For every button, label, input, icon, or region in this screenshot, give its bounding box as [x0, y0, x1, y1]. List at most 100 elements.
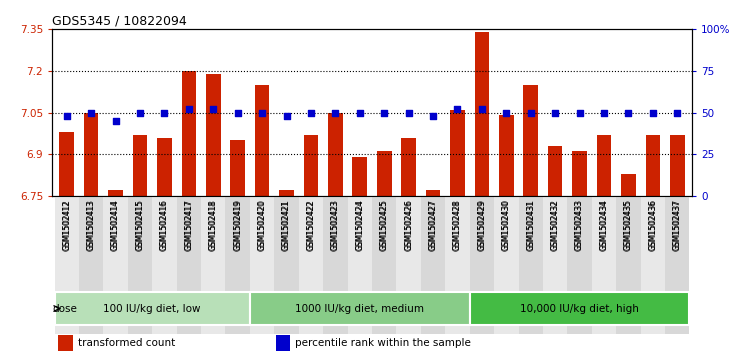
Text: GSM1502416: GSM1502416: [160, 200, 169, 251]
Point: [256, 110, 268, 115]
Bar: [347, 196, 372, 334]
Bar: [519, 196, 543, 334]
Point: [647, 110, 658, 115]
Bar: [499, 115, 513, 196]
Bar: [304, 135, 318, 196]
Bar: [206, 74, 220, 196]
Point: [183, 106, 195, 112]
Point: [61, 113, 73, 119]
Bar: [665, 196, 690, 334]
Bar: [182, 71, 196, 196]
Text: GSM1502434: GSM1502434: [600, 199, 609, 250]
Point: [86, 110, 97, 115]
Bar: [279, 191, 294, 196]
Point: [109, 118, 121, 124]
Bar: [543, 196, 568, 334]
Text: percentile rank within the sample: percentile rank within the sample: [295, 338, 471, 348]
Bar: [157, 138, 172, 196]
Text: GSM1502424: GSM1502424: [356, 200, 365, 251]
Text: GSM1502426: GSM1502426: [404, 199, 413, 250]
Text: GSM1502423: GSM1502423: [331, 200, 340, 251]
Bar: [401, 138, 416, 196]
Text: GSM1502425: GSM1502425: [379, 200, 388, 251]
Point: [598, 110, 610, 115]
Text: GSM1502414: GSM1502414: [111, 199, 120, 250]
Bar: [132, 135, 147, 196]
Point: [208, 106, 219, 112]
Text: GSM1502434: GSM1502434: [600, 200, 609, 251]
Text: GSM1502414: GSM1502414: [111, 200, 120, 251]
Text: GSM1502422: GSM1502422: [307, 200, 315, 251]
Text: GSM1502431: GSM1502431: [526, 199, 535, 250]
Text: GSM1502429: GSM1502429: [478, 200, 487, 251]
Text: GSM1502430: GSM1502430: [501, 200, 511, 251]
Text: 1000 IU/kg diet, medium: 1000 IU/kg diet, medium: [295, 303, 424, 314]
Bar: [250, 196, 275, 334]
Bar: [641, 196, 665, 334]
Text: GSM1502437: GSM1502437: [673, 199, 682, 250]
Bar: [445, 196, 469, 334]
Bar: [103, 196, 128, 334]
Bar: [153, 196, 176, 334]
Bar: [84, 113, 98, 196]
Bar: [299, 196, 323, 334]
Bar: [591, 196, 616, 334]
Bar: [328, 113, 343, 196]
Bar: [426, 191, 440, 196]
Text: GSM1502416: GSM1502416: [160, 199, 169, 250]
Bar: [176, 196, 201, 334]
Bar: [60, 132, 74, 196]
Text: GSM1502426: GSM1502426: [404, 200, 413, 251]
Point: [354, 110, 366, 115]
Point: [452, 106, 464, 112]
Bar: [231, 140, 245, 196]
Text: GSM1502431: GSM1502431: [526, 200, 535, 251]
Text: GSM1502418: GSM1502418: [209, 200, 218, 251]
Point: [280, 113, 292, 119]
Bar: [54, 196, 79, 334]
Bar: [597, 135, 612, 196]
Text: GSM1502428: GSM1502428: [453, 199, 462, 250]
Text: GSM1502415: GSM1502415: [135, 200, 144, 251]
Bar: [397, 196, 421, 334]
Bar: [469, 196, 494, 334]
Text: GSM1502418: GSM1502418: [209, 199, 218, 250]
Bar: [469, 292, 690, 325]
Text: GSM1502417: GSM1502417: [185, 199, 193, 250]
Text: GSM1502429: GSM1502429: [478, 199, 487, 250]
Text: GSM1502433: GSM1502433: [575, 200, 584, 251]
Bar: [494, 196, 519, 334]
Bar: [254, 85, 269, 196]
Text: GSM1502425: GSM1502425: [379, 199, 388, 250]
Bar: [450, 110, 465, 196]
Bar: [108, 191, 123, 196]
Point: [378, 110, 390, 115]
Text: GSM1502435: GSM1502435: [624, 200, 633, 251]
Bar: [568, 196, 591, 334]
Text: GSM1502422: GSM1502422: [307, 199, 315, 250]
Point: [549, 110, 561, 115]
Text: GSM1502419: GSM1502419: [233, 200, 243, 251]
Bar: [323, 196, 347, 334]
Point: [476, 106, 488, 112]
Bar: [59, 335, 73, 351]
Point: [574, 110, 586, 115]
Text: GSM1502436: GSM1502436: [648, 200, 658, 251]
Point: [305, 110, 317, 115]
Text: GSM1502421: GSM1502421: [282, 200, 291, 251]
Text: GSM1502420: GSM1502420: [257, 199, 266, 250]
Text: GSM1502427: GSM1502427: [429, 199, 437, 250]
Text: GSM1502430: GSM1502430: [501, 199, 511, 250]
Bar: [54, 292, 250, 325]
Bar: [616, 196, 641, 334]
Text: GSM1502428: GSM1502428: [453, 200, 462, 251]
Text: GSM1502419: GSM1502419: [233, 199, 243, 250]
Bar: [646, 135, 660, 196]
Text: GSM1502420: GSM1502420: [257, 200, 266, 251]
Point: [231, 110, 243, 115]
Bar: [372, 196, 397, 334]
Text: GSM1502412: GSM1502412: [62, 200, 71, 251]
Bar: [475, 32, 490, 196]
Text: GSM1502423: GSM1502423: [331, 199, 340, 250]
Point: [427, 113, 439, 119]
